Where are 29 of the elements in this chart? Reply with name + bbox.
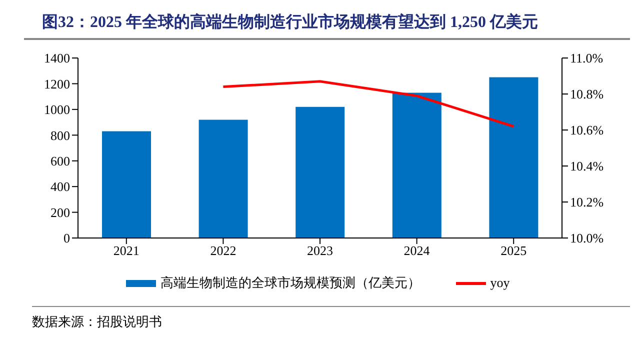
chart-title: 图32：2025 年全球的高端生物制造行业市场规模有望达到 1,250 亿美元 (24, 8, 630, 40)
y-tick-label: 1400 (44, 50, 70, 66)
bar (489, 77, 538, 238)
y-tick-label: 200 (50, 204, 70, 220)
bar (392, 92, 442, 238)
y2-tick-label: 11.0% (570, 50, 604, 66)
line-series (222, 80, 515, 128)
y-tick-label: 1000 (44, 102, 70, 118)
x-tick-label: 2025 (500, 243, 527, 258)
y2-tick-label: 10.0% (570, 230, 604, 246)
y2-tick-label: 10.6% (570, 122, 604, 138)
y2-tick-label: 10.4% (570, 158, 604, 174)
x-tick-label: 2022 (210, 243, 236, 258)
y2-tick-label: 10.2% (570, 194, 604, 210)
source-note: 数据来源：招股说明书 (32, 313, 163, 331)
legend-label: yoy (490, 275, 510, 291)
bar (198, 120, 248, 238)
x-tick-label: 2023 (307, 243, 333, 258)
bar (102, 131, 151, 238)
x-tick-label: 2021 (113, 243, 140, 258)
legend-label: 高端生物制造的全球市场规模预测（亿美元） (160, 274, 420, 292)
y-tick-label: 600 (50, 153, 70, 168)
y-tick-label: 400 (50, 179, 70, 194)
bar (296, 106, 345, 238)
y-tick-label: 800 (50, 128, 70, 143)
y-tick-label: 0 (64, 230, 70, 246)
y2-tick-label: 10.8% (570, 86, 604, 102)
x-tick-label: 2024 (404, 243, 430, 258)
y-tick-label: 1200 (44, 76, 70, 92)
